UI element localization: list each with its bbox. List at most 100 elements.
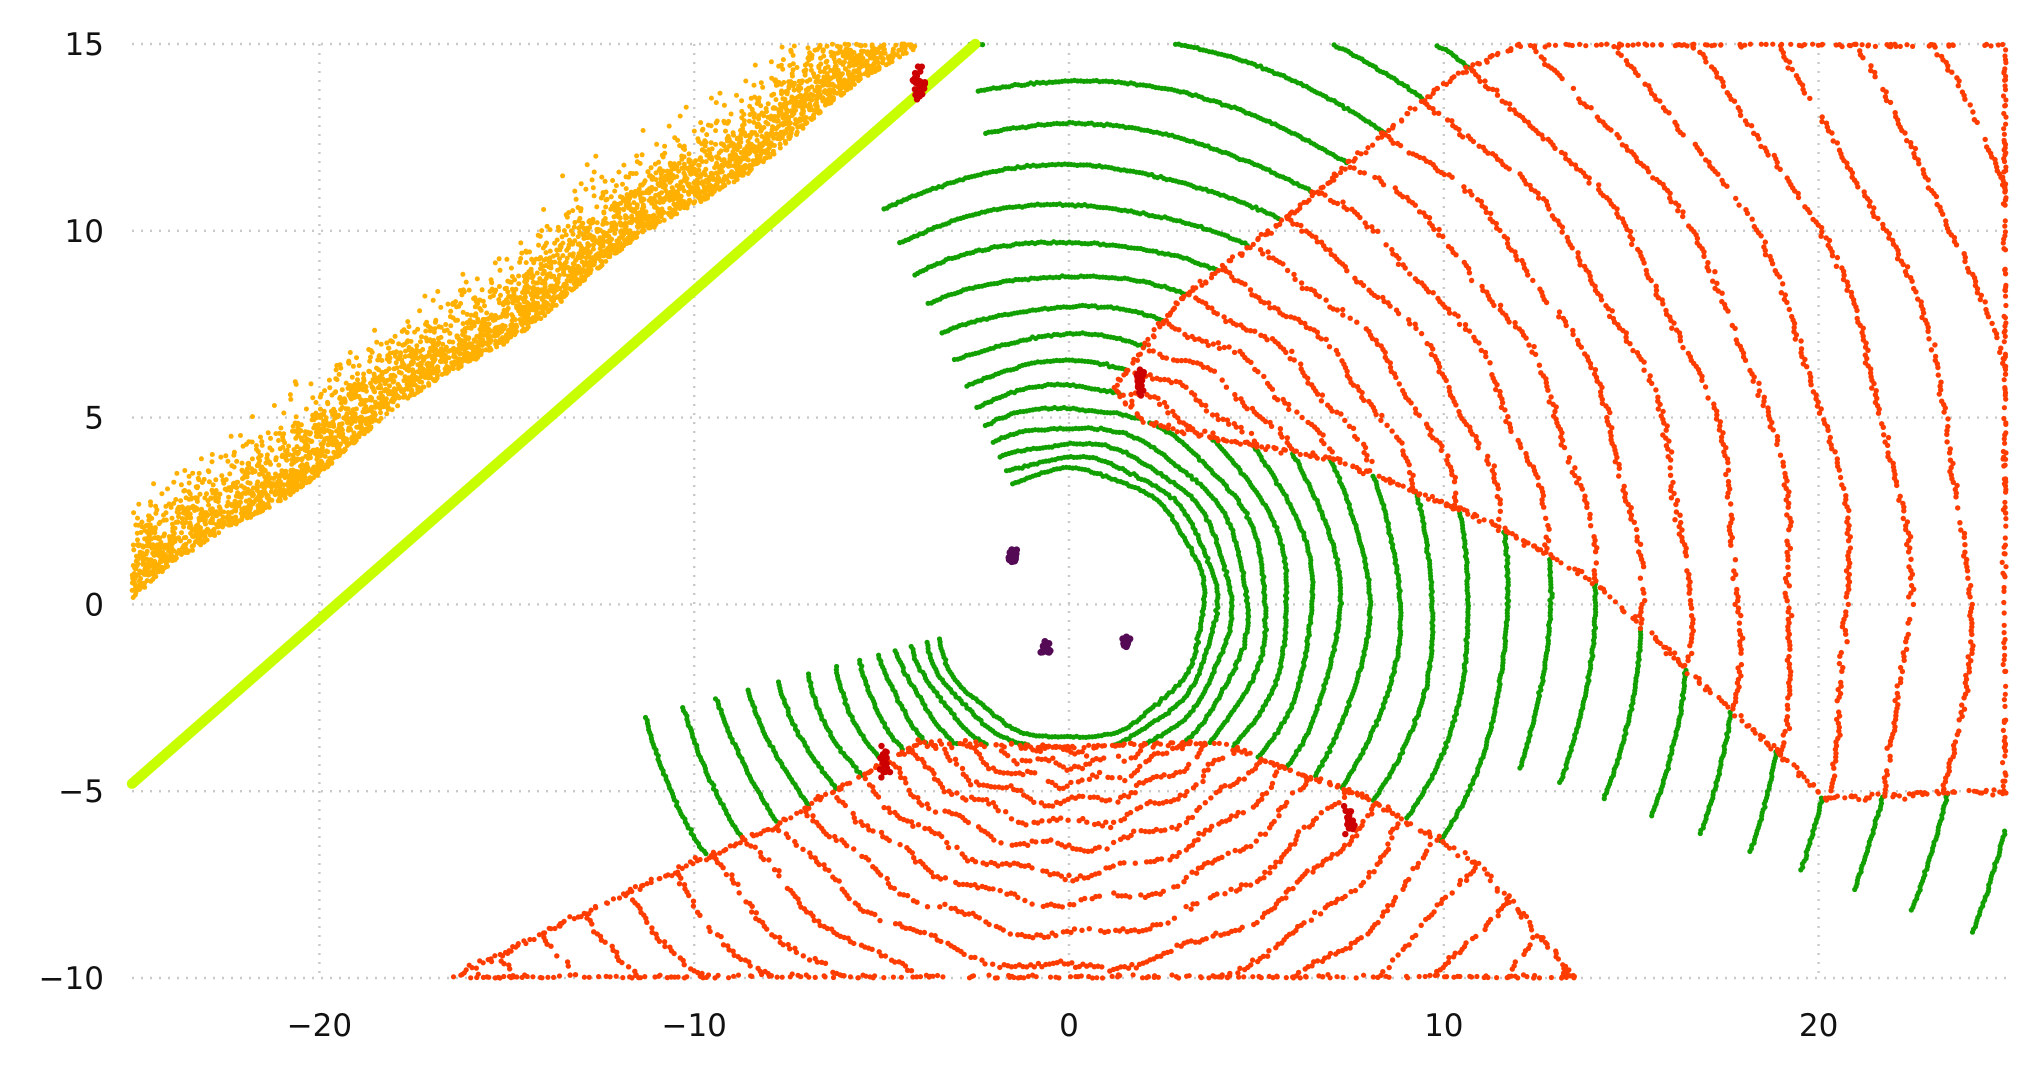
scan-point (1494, 225, 1500, 231)
scan-point (1665, 454, 1671, 460)
scan-point (1491, 463, 1498, 469)
scan-point (1684, 568, 1690, 574)
scan-point (1173, 378, 1179, 385)
scan-point (1535, 195, 1542, 201)
scan-point (1535, 482, 1542, 488)
scan-point (1705, 260, 1711, 266)
scan-point (1375, 228, 1381, 234)
scan-point (912, 272, 918, 278)
scan-point (1485, 453, 1491, 459)
scan-point (1318, 398, 1325, 404)
scan-point (1674, 327, 1680, 333)
scan-point (2002, 828, 2008, 834)
scan-point (1170, 408, 1176, 415)
scan-point (1252, 366, 1258, 373)
scan-point (1395, 261, 1402, 267)
scan-point (1499, 98, 1505, 104)
scan-point (1333, 347, 1340, 354)
scan-point (1546, 399, 1552, 405)
scan-point (1504, 240, 1511, 247)
scan-point (1540, 196, 1547, 202)
scan-point (1264, 380, 1271, 387)
scan-point (1493, 386, 1499, 393)
scan-point (1444, 457, 1450, 464)
scan-point (1346, 423, 1353, 429)
scan-point (1434, 43, 1440, 49)
scan-point (1621, 483, 1627, 489)
scan-point (1400, 387, 1406, 394)
scan-point (1489, 372, 1495, 378)
scan-point (1305, 380, 1311, 386)
scan-point (1837, 474, 1844, 481)
scan-point (1436, 369, 1442, 375)
scan-point (1299, 414, 1305, 421)
scan-point (1436, 232, 1442, 238)
scan-point (1538, 370, 1544, 376)
scan-point (1782, 728, 1788, 735)
scan-point (1277, 426, 1284, 432)
scan-point (1394, 434, 1400, 440)
scan-point (1570, 85, 1577, 92)
scan-point (1221, 314, 1227, 320)
scan-point (1188, 390, 1195, 396)
scan-point (1634, 534, 1640, 540)
scan-point (1688, 605, 1695, 611)
scan-point (1476, 143, 1482, 149)
scan-point (1784, 538, 1790, 544)
scan-point (1226, 344, 1232, 350)
scan-point (1655, 394, 1661, 400)
scan-point (1529, 349, 1535, 355)
scan-point (1215, 340, 1222, 346)
scan-point (1543, 534, 1549, 540)
scan-point (1172, 41, 1179, 47)
scan-point (1641, 367, 1647, 373)
scan-point (1570, 327, 1576, 334)
scan-point (1680, 209, 1686, 215)
scan-point (1497, 307, 1504, 313)
scan-point (1735, 605, 1742, 611)
scan-point (897, 240, 903, 246)
scan-point (1667, 472, 1674, 478)
scan-point (1549, 213, 1556, 219)
scan-point (1575, 337, 1581, 344)
scan-point (1248, 430, 1255, 437)
scan-point (1647, 373, 1653, 379)
scan-point (1765, 405, 1771, 411)
scan-point (1519, 257, 1525, 264)
scan-point (1165, 410, 1171, 416)
scan-point (1747, 367, 1753, 374)
scan-point (1545, 136, 1551, 142)
scan-point (1688, 613, 1695, 619)
scan-point (1456, 408, 1462, 415)
scan-point (1456, 321, 1463, 328)
scan-point (1576, 96, 1582, 102)
scan-point (1736, 627, 1743, 634)
scan-point (1299, 228, 1305, 234)
scan-point (1326, 344, 1333, 350)
scan-point (1146, 348, 1153, 354)
scan-point (1396, 381, 1403, 387)
scan-point (1523, 450, 1529, 457)
scan-point (1370, 473, 1376, 479)
scan-point (1614, 210, 1620, 217)
scan-point (1845, 601, 1852, 608)
scan-point (1284, 267, 1291, 274)
scan-point (1670, 479, 1676, 486)
scan-point (1496, 516, 1502, 522)
scan-point (1221, 344, 1228, 351)
scan-point (1223, 384, 1230, 390)
scan-point (1452, 311, 1458, 317)
scan-point (1478, 347, 1485, 354)
scan-point (964, 383, 970, 389)
scan-point (1538, 54, 1545, 60)
scan-point (1298, 366, 1304, 372)
scan-point (1653, 283, 1659, 289)
scan-point (1157, 351, 1163, 357)
scan-point (1556, 309, 1563, 315)
scan-point (990, 439, 996, 445)
scan-point (1408, 477, 1415, 483)
scan-point (974, 404, 980, 410)
scan-point (1331, 42, 1337, 48)
scan-point (1498, 404, 1505, 411)
scan-point (1674, 497, 1681, 504)
